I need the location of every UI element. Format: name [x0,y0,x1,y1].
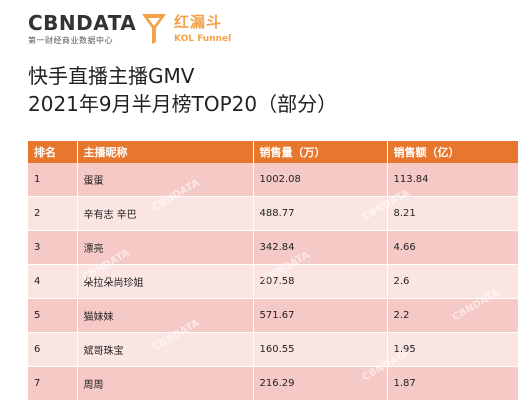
header-anchor-name: 主播昵称 [77,141,254,163]
cell-sales-amount: 4.66 [387,230,518,265]
cell-anchor-name: 周周 [77,366,254,401]
cell-sales-volume: 342.84 [253,230,388,265]
cell-sales-volume: 488.77 [253,196,388,231]
cell-sales-volume: 1002.08 [253,163,388,197]
cell-sales-volume: 571.67 [253,298,388,333]
cell-anchor-name: 朵拉朵尚珍姐 [77,264,254,299]
cell-sales-volume: 216.29 [253,366,388,401]
cbndata-brand: CBNDATA [28,11,137,35]
table-row: 1 蛋蛋 1002.08 113.84 [28,163,518,197]
cell-rank: 3 [28,230,78,265]
cbndata-logo: CBNDATA 第一财经商业数据中心 [28,12,138,46]
cell-anchor-name: 辛有志 辛巴 [77,196,254,231]
table-header-row: 排名 主播昵称 销售量（万） 销售额（亿） [28,141,518,163]
cell-rank: 7 [28,366,78,401]
cell-anchor-name: 猫妹妹 [77,298,254,333]
cell-sales-volume: 160.55 [253,332,388,367]
ranking-table: 排名 主播昵称 销售量（万） 销售额（亿） 1 蛋蛋 1002.08 113.8… [28,141,518,401]
table-row: 7 周周 216.29 1.87 [28,366,518,401]
cell-sales-amount: 2.2 [387,298,518,333]
cell-rank: 2 [28,196,78,231]
cbndata-subtitle: 第一财经商业数据中心 [28,36,113,45]
table-row: 2 辛有志 辛巴 488.77 8.21 [28,196,518,231]
header-sales-volume: 销售量（万） [253,141,388,163]
table-row: 5 猫妹妹 571.67 2.2 [28,298,518,333]
cell-sales-amount: 1.87 [387,366,518,401]
cell-anchor-name: 斌哥珠宝 [77,332,254,367]
cell-sales-amount: 113.84 [387,163,518,197]
cell-sales-volume: 207.58 [253,264,388,299]
cell-sales-amount: 2.6 [387,264,518,299]
cell-rank: 4 [28,264,78,299]
title-line-2: 2021年9月半月榜TOP20（部分） [28,92,338,116]
funnel-icon [142,14,166,44]
title-line-1: 快手直播主播GMV [28,64,195,88]
header-sales-amount: 销售额（亿） [387,141,518,163]
cell-sales-amount: 1.95 [387,332,518,367]
cell-rank: 6 [28,332,78,367]
ranking-table-container: 排名 主播昵称 销售量（万） 销售额（亿） 1 蛋蛋 1002.08 113.8… [28,141,518,401]
cell-rank: 5 [28,298,78,333]
table-row: 6 斌哥珠宝 160.55 1.95 [28,332,518,367]
kol-funnel-en: KOL Funnel [174,34,232,44]
cell-sales-amount: 8.21 [387,196,518,231]
cell-anchor-name: 漂亮 [77,230,254,265]
cell-anchor-name: 蛋蛋 [77,163,254,197]
header-rank: 排名 [28,141,78,163]
table-row: 4 朵拉朵尚珍姐 207.58 2.6 [28,264,518,299]
kol-funnel-cn: 红漏斗 [174,13,223,31]
kol-funnel-logo: 红漏斗 KOL Funnel [140,12,260,52]
table-row: 3 漂亮 342.84 4.66 [28,230,518,265]
cell-rank: 1 [28,163,78,197]
page-title: 快手直播主播GMV 2021年9月半月榜TOP20（部分） [28,62,337,118]
